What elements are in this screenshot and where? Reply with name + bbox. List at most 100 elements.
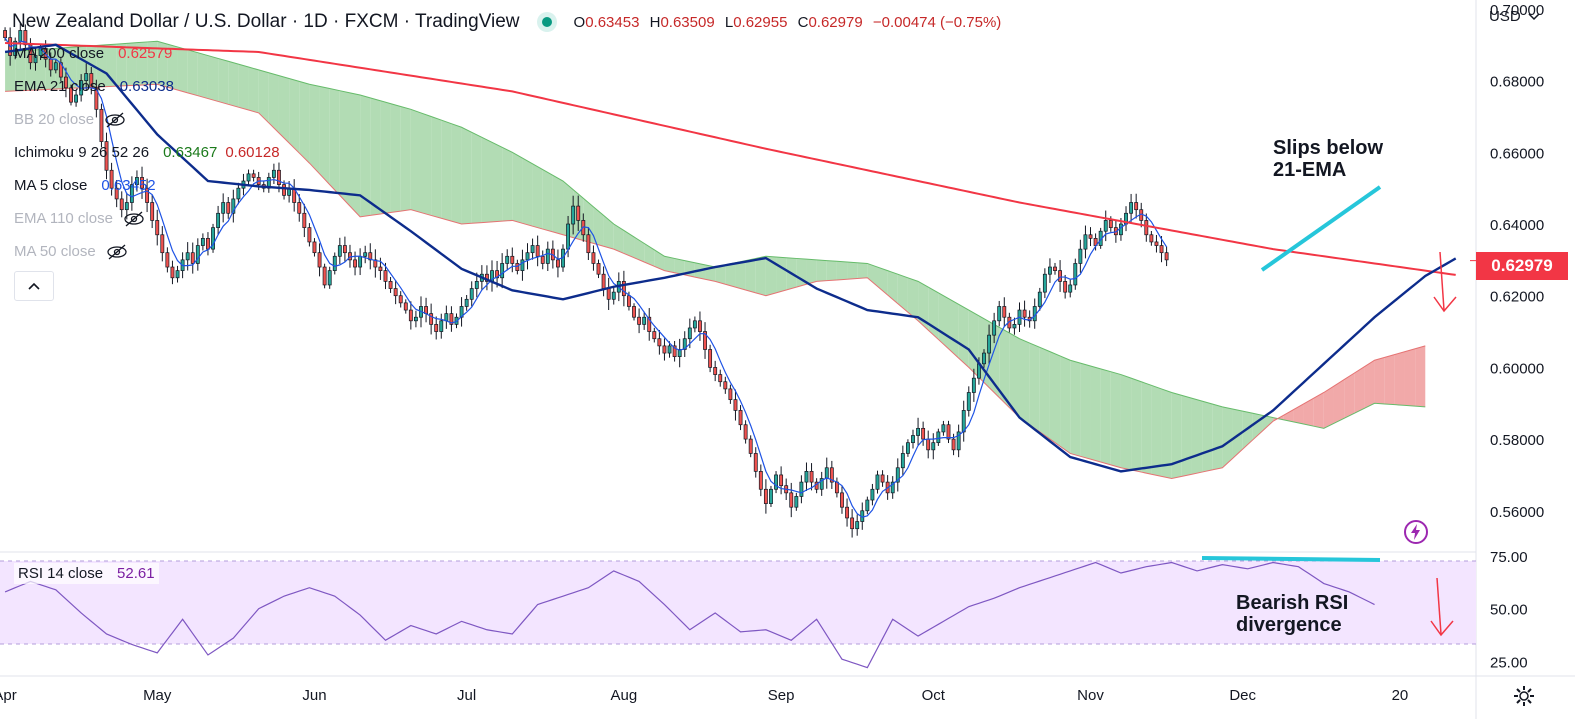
cloud-segment [1131,378,1142,473]
cloud-segment [238,64,249,111]
cloud-segment [826,260,837,281]
candle-body [378,266,383,271]
candle-body [373,259,378,268]
candle-body [449,313,454,325]
legend-ma5[interactable]: MA 5 close 0.63452 [14,177,156,194]
gear-icon[interactable] [1512,684,1536,708]
candle-body [571,205,576,225]
candle-body [64,76,68,89]
legend-ma50[interactable]: MA 50 close [14,243,128,260]
legend-ichimoku[interactable]: Ichimoku 9 26 52 26 0.63467 0.60128 [14,144,280,161]
candle-body [850,517,855,530]
symbol-title[interactable]: New Zealand Dollar / U.S. Dollar · 1D · … [12,11,520,32]
indicator-lines [4,37,1457,518]
cloud-segment [593,206,604,247]
eye-crossed-icon[interactable] [104,112,126,128]
cloud-segment [390,103,401,213]
ema21-line [4,43,1457,473]
time-tick-label: Oct [922,687,946,704]
candle-body [1058,270,1063,282]
candle-body [155,220,160,236]
candle-body [393,288,398,297]
candle-body [824,467,829,479]
candle-body [535,245,540,257]
candle-body [1073,263,1078,286]
candle-body [921,427,926,440]
cloud-segment [1212,403,1223,470]
cloud-segment [1313,392,1324,429]
cloud-segment [1333,379,1345,424]
collapse-legend-button[interactable] [14,271,54,301]
legend-label: BB 20 close [14,111,95,128]
cloud-segment [1080,363,1091,460]
candle-body [74,94,79,103]
cloud-segment [623,230,635,258]
candle-body [505,255,510,264]
candle-body [1088,234,1093,239]
candle-body [936,431,941,444]
candle-body [119,198,124,211]
candle-body [890,481,895,494]
candle-body [1042,273,1047,293]
cloud-segment [147,41,158,85]
candle-body [576,205,581,221]
candle-body [1149,234,1154,243]
cloud-segment [167,44,178,90]
legend-value-2: 0.60128 [225,144,280,161]
price-tick-label: 0.58000 [1490,432,1544,449]
candle-body [627,295,631,307]
candle-body [951,438,956,451]
cloud-segment [755,256,766,296]
cloud-segment [603,215,614,250]
candle-body [1063,281,1068,293]
eye-crossed-icon[interactable] [123,211,145,227]
cloud-segment [228,61,239,108]
candle-body [322,266,327,286]
candle-body [779,474,784,487]
legend-bb20[interactable]: BB 20 close [14,111,126,128]
candle-body [439,320,444,332]
candle-body [200,238,205,246]
candle-body [231,198,236,214]
candle-body [271,169,276,178]
cloud-segment [1100,368,1111,465]
candle-body [586,234,591,254]
legend-ema21[interactable]: EMA 21 close 0.63038 [14,78,174,95]
currency-selector[interactable]: USD [1489,8,1541,25]
candle-body [829,467,834,483]
annotation-line: Slips below [1273,137,1384,159]
eye-crossed-icon[interactable] [106,244,128,260]
candle-body [763,488,768,504]
lightning-icon[interactable] [1402,518,1430,546]
candle-body [368,252,373,261]
candle-body [165,252,170,268]
candle-body [789,492,794,508]
legend-value: 0.63452 [101,177,156,194]
cloud-segment [502,147,513,222]
rsi-legend[interactable]: RSI 14 close 52.61 [14,563,159,584]
rsi-legend-value: 52.61 [117,565,155,582]
legend-value: 0.63467 [163,144,218,161]
cloud-segment [1323,386,1334,429]
candle-body [677,349,682,357]
candle-body [743,424,748,440]
candle-body [358,255,363,268]
legend-ema110[interactable]: EMA 110 close [14,210,145,227]
cloud-segment [836,261,848,280]
candle-body [342,245,347,254]
cloud-segment [35,49,46,90]
candle-body [799,481,804,497]
candle-body [246,173,251,182]
ichimoku-cloud [5,40,1426,480]
rsi-legend-label: RSI 14 close [18,565,104,582]
market-status-icon [541,17,552,27]
cloud-segment [765,256,777,296]
cloud-segment [907,277,919,321]
cloud-segment [441,120,452,222]
legend-label: EMA 21 close [14,78,106,95]
candle-body [429,313,434,325]
candle-body [916,427,920,436]
legend-ma200[interactable]: MA 200 close 0.62579 [14,45,172,62]
candle-body [530,245,535,254]
